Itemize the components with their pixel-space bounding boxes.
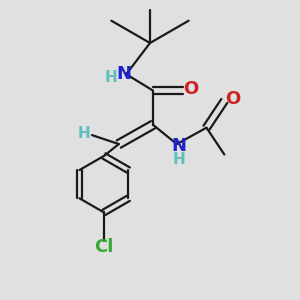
Text: N: N: [116, 64, 131, 82]
Text: Cl: Cl: [94, 238, 114, 256]
Text: H: H: [173, 152, 185, 167]
Text: H: H: [104, 70, 117, 85]
Text: O: O: [225, 91, 240, 109]
Text: N: N: [172, 137, 187, 155]
Text: O: O: [183, 80, 199, 98]
Text: H: H: [77, 126, 90, 141]
